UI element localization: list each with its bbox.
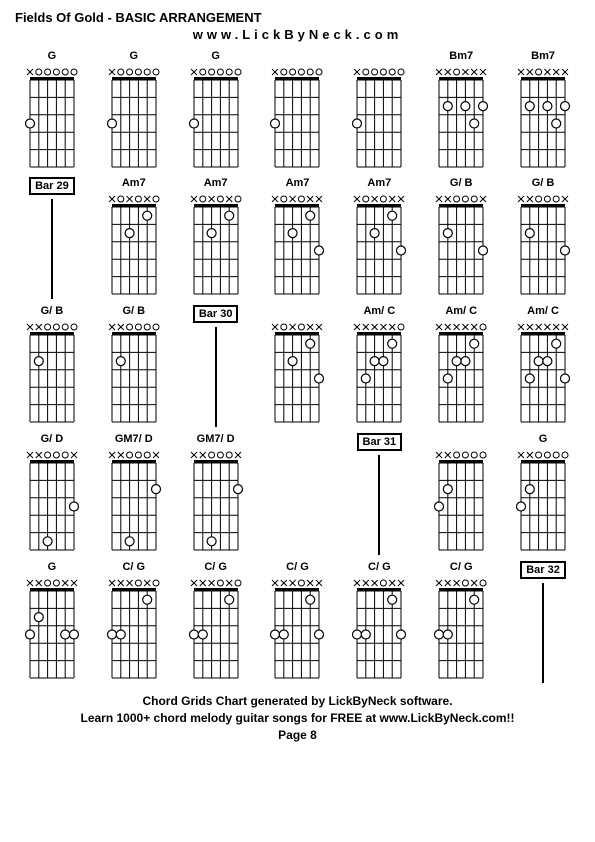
- bar-line: [215, 327, 217, 427]
- bar-marker: Bar 29: [15, 177, 89, 299]
- chord-name: G/ B: [450, 177, 473, 191]
- chord-diagram: Bm7: [506, 50, 580, 171]
- chord-name: Bm7: [531, 50, 555, 64]
- chord-name: G: [539, 433, 548, 447]
- bar-label: Bar 32: [520, 561, 566, 579]
- chord-name: G: [48, 561, 57, 575]
- chord-diagram: Am/ C: [342, 305, 416, 427]
- chord-name: G: [48, 50, 57, 64]
- chord-diagram: Am/ C: [424, 305, 498, 427]
- url-text: www.LickByNeck.com: [15, 27, 580, 42]
- chord-name: Am7: [122, 177, 146, 191]
- page-number: Page 8: [15, 727, 580, 744]
- bar-label: Bar 31: [357, 433, 403, 451]
- chord-name: G/ B: [532, 177, 555, 191]
- chord-diagram: G: [506, 433, 580, 555]
- chord-diagram: G/ B: [97, 305, 171, 427]
- chord-diagram: Am7: [342, 177, 416, 299]
- chord-diagram: GM7/ D: [97, 433, 171, 555]
- chord-diagram: C/ G: [97, 561, 171, 683]
- chord-diagram: [342, 50, 416, 171]
- bar-marker: Bar 30: [179, 305, 253, 427]
- chord-diagram: C/ G: [424, 561, 498, 683]
- chord-diagram: Am7: [179, 177, 253, 299]
- chord-diagram: G/ B: [424, 177, 498, 299]
- chord-name: Am/ C: [527, 305, 559, 319]
- page-title: Fields Of Gold - BASIC ARRANGEMENT: [15, 10, 580, 25]
- bar-label: Bar 30: [193, 305, 239, 323]
- chord-diagram: [261, 305, 335, 427]
- chord-diagram: GM7/ D: [179, 433, 253, 555]
- chord-grid: G G G Bm7 Bm7 Bar 29 Am7 Am7 Am7 Am7 G/ B G/ B G/ B G…: [15, 50, 580, 683]
- chord-diagram: G/ D: [15, 433, 89, 555]
- chord-diagram: G/ B: [15, 305, 89, 427]
- chord-diagram: G: [15, 561, 89, 683]
- chord-name: GM7/ D: [115, 433, 153, 447]
- chord-name: Am7: [204, 177, 228, 191]
- chord-name: C/ G: [450, 561, 473, 575]
- footer-line-1: Chord Grids Chart generated by LickByNec…: [15, 693, 580, 710]
- chord-name: G/ B: [41, 305, 64, 319]
- bar-line: [542, 583, 544, 683]
- chord-name: Am7: [286, 177, 310, 191]
- chord-diagram: Bm7: [424, 50, 498, 171]
- chord-name: GM7/ D: [197, 433, 235, 447]
- bar-marker: Bar 32: [506, 561, 580, 683]
- chord-name: C/ G: [122, 561, 145, 575]
- chord-name: G/ D: [41, 433, 64, 447]
- chord-name: Am7: [367, 177, 391, 191]
- chord-name: Am/ C: [363, 305, 395, 319]
- chord-diagram: G/ B: [506, 177, 580, 299]
- chord-name: Bm7: [449, 50, 473, 64]
- chord-name: Am/ C: [445, 305, 477, 319]
- footer: Chord Grids Chart generated by LickByNec…: [15, 693, 580, 743]
- chord-diagram: G: [97, 50, 171, 171]
- bar-line: [378, 455, 380, 555]
- bar-marker: Bar 31: [342, 433, 416, 555]
- chord-diagram: C/ G: [261, 561, 335, 683]
- chord-diagram: C/ G: [342, 561, 416, 683]
- chord-name: C/ G: [204, 561, 227, 575]
- chord-diagram: [261, 50, 335, 171]
- chord-diagram: Am7: [261, 177, 335, 299]
- chord-name: C/ G: [286, 561, 309, 575]
- chord-name: G: [211, 50, 220, 64]
- bar-label: Bar 29: [29, 177, 75, 195]
- chord-name: G/ B: [122, 305, 145, 319]
- chord-diagram: Am/ C: [506, 305, 580, 427]
- chord-diagram: [424, 433, 498, 555]
- blank-cell: [261, 433, 335, 555]
- chord-name: G: [129, 50, 138, 64]
- chord-diagram: Am7: [97, 177, 171, 299]
- chord-name: C/ G: [368, 561, 391, 575]
- footer-line-2: Learn 1000+ chord melody guitar songs fo…: [15, 710, 580, 727]
- bar-line: [51, 199, 53, 299]
- chord-diagram: G: [15, 50, 89, 171]
- chord-diagram: C/ G: [179, 561, 253, 683]
- chord-diagram: G: [179, 50, 253, 171]
